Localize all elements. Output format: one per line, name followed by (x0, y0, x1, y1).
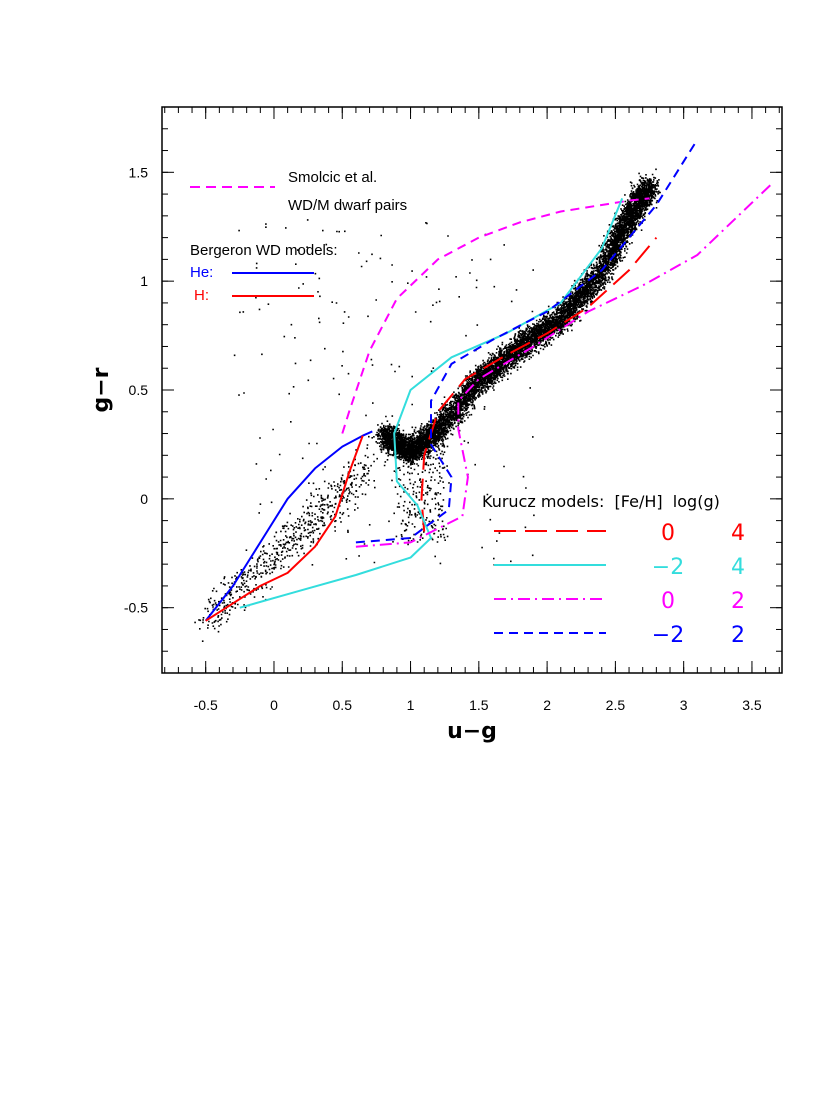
y-tick-label: 1 (140, 273, 148, 289)
data-points (194, 168, 661, 642)
scatter-points (194, 168, 661, 642)
series-line-2 (205, 435, 364, 622)
legend-h-label: H: (194, 287, 209, 304)
kurucz-legend: 0 4 −2 4 0 2 −2 2 (494, 521, 745, 648)
x-tick-label: 2 (543, 697, 551, 713)
x-tick-label: 2.5 (606, 697, 626, 713)
axis-ticks: -0.5 0 0.5 1 1.5 2 2.5 3 3.5 -0.5 0 0.5 1 1.5 (124, 107, 782, 713)
kurucz-logg-value: 4 (731, 555, 745, 580)
series-line-1 (204, 430, 373, 622)
x-axis-label: u−g (447, 719, 497, 744)
kurucz-legend-header: Kurucz models: [Fe/H] log(g) (482, 492, 720, 511)
kurucz-feh-value: 0 (661, 521, 675, 546)
x-tick-label: 3.5 (742, 697, 762, 713)
y-tick-label: 1.5 (129, 164, 149, 180)
y-tick-label: -0.5 (124, 600, 148, 616)
y-axis-label: g−r (89, 367, 114, 412)
legend-smolcic-label-2: WD/M dwarf pairs (288, 197, 407, 214)
kurucz-logg-value: 2 (731, 589, 745, 614)
legend-he-label: He: (190, 264, 213, 281)
series-line-3 (420, 236, 658, 532)
x-tick-label: 3 (680, 697, 688, 713)
series-line-5 (355, 182, 774, 548)
kurucz-logg-value: 2 (731, 623, 745, 648)
legend-bergeron-title: Bergeron WD models: (190, 242, 338, 259)
series-line-0 (341, 197, 650, 434)
kurucz-feh-value: 0 (661, 589, 675, 614)
x-tick-label: -0.5 (194, 697, 218, 713)
kurucz-feh-value: −2 (652, 555, 684, 580)
legend-smolcic-label: Smolcic et al. (288, 169, 377, 186)
x-tick-label: 1 (407, 697, 415, 713)
series-line-6 (355, 139, 699, 544)
x-tick-label: 0 (270, 697, 278, 713)
kurucz-feh-value: −2 (652, 623, 684, 648)
x-tick-label: 1.5 (469, 697, 489, 713)
x-tick-label: 0.5 (333, 697, 353, 713)
y-tick-label: 0.5 (129, 382, 149, 398)
kurucz-logg-value: 4 (731, 521, 745, 546)
series-line-4 (239, 198, 624, 609)
model-curves (204, 139, 774, 622)
y-tick-label: 0 (140, 491, 148, 507)
